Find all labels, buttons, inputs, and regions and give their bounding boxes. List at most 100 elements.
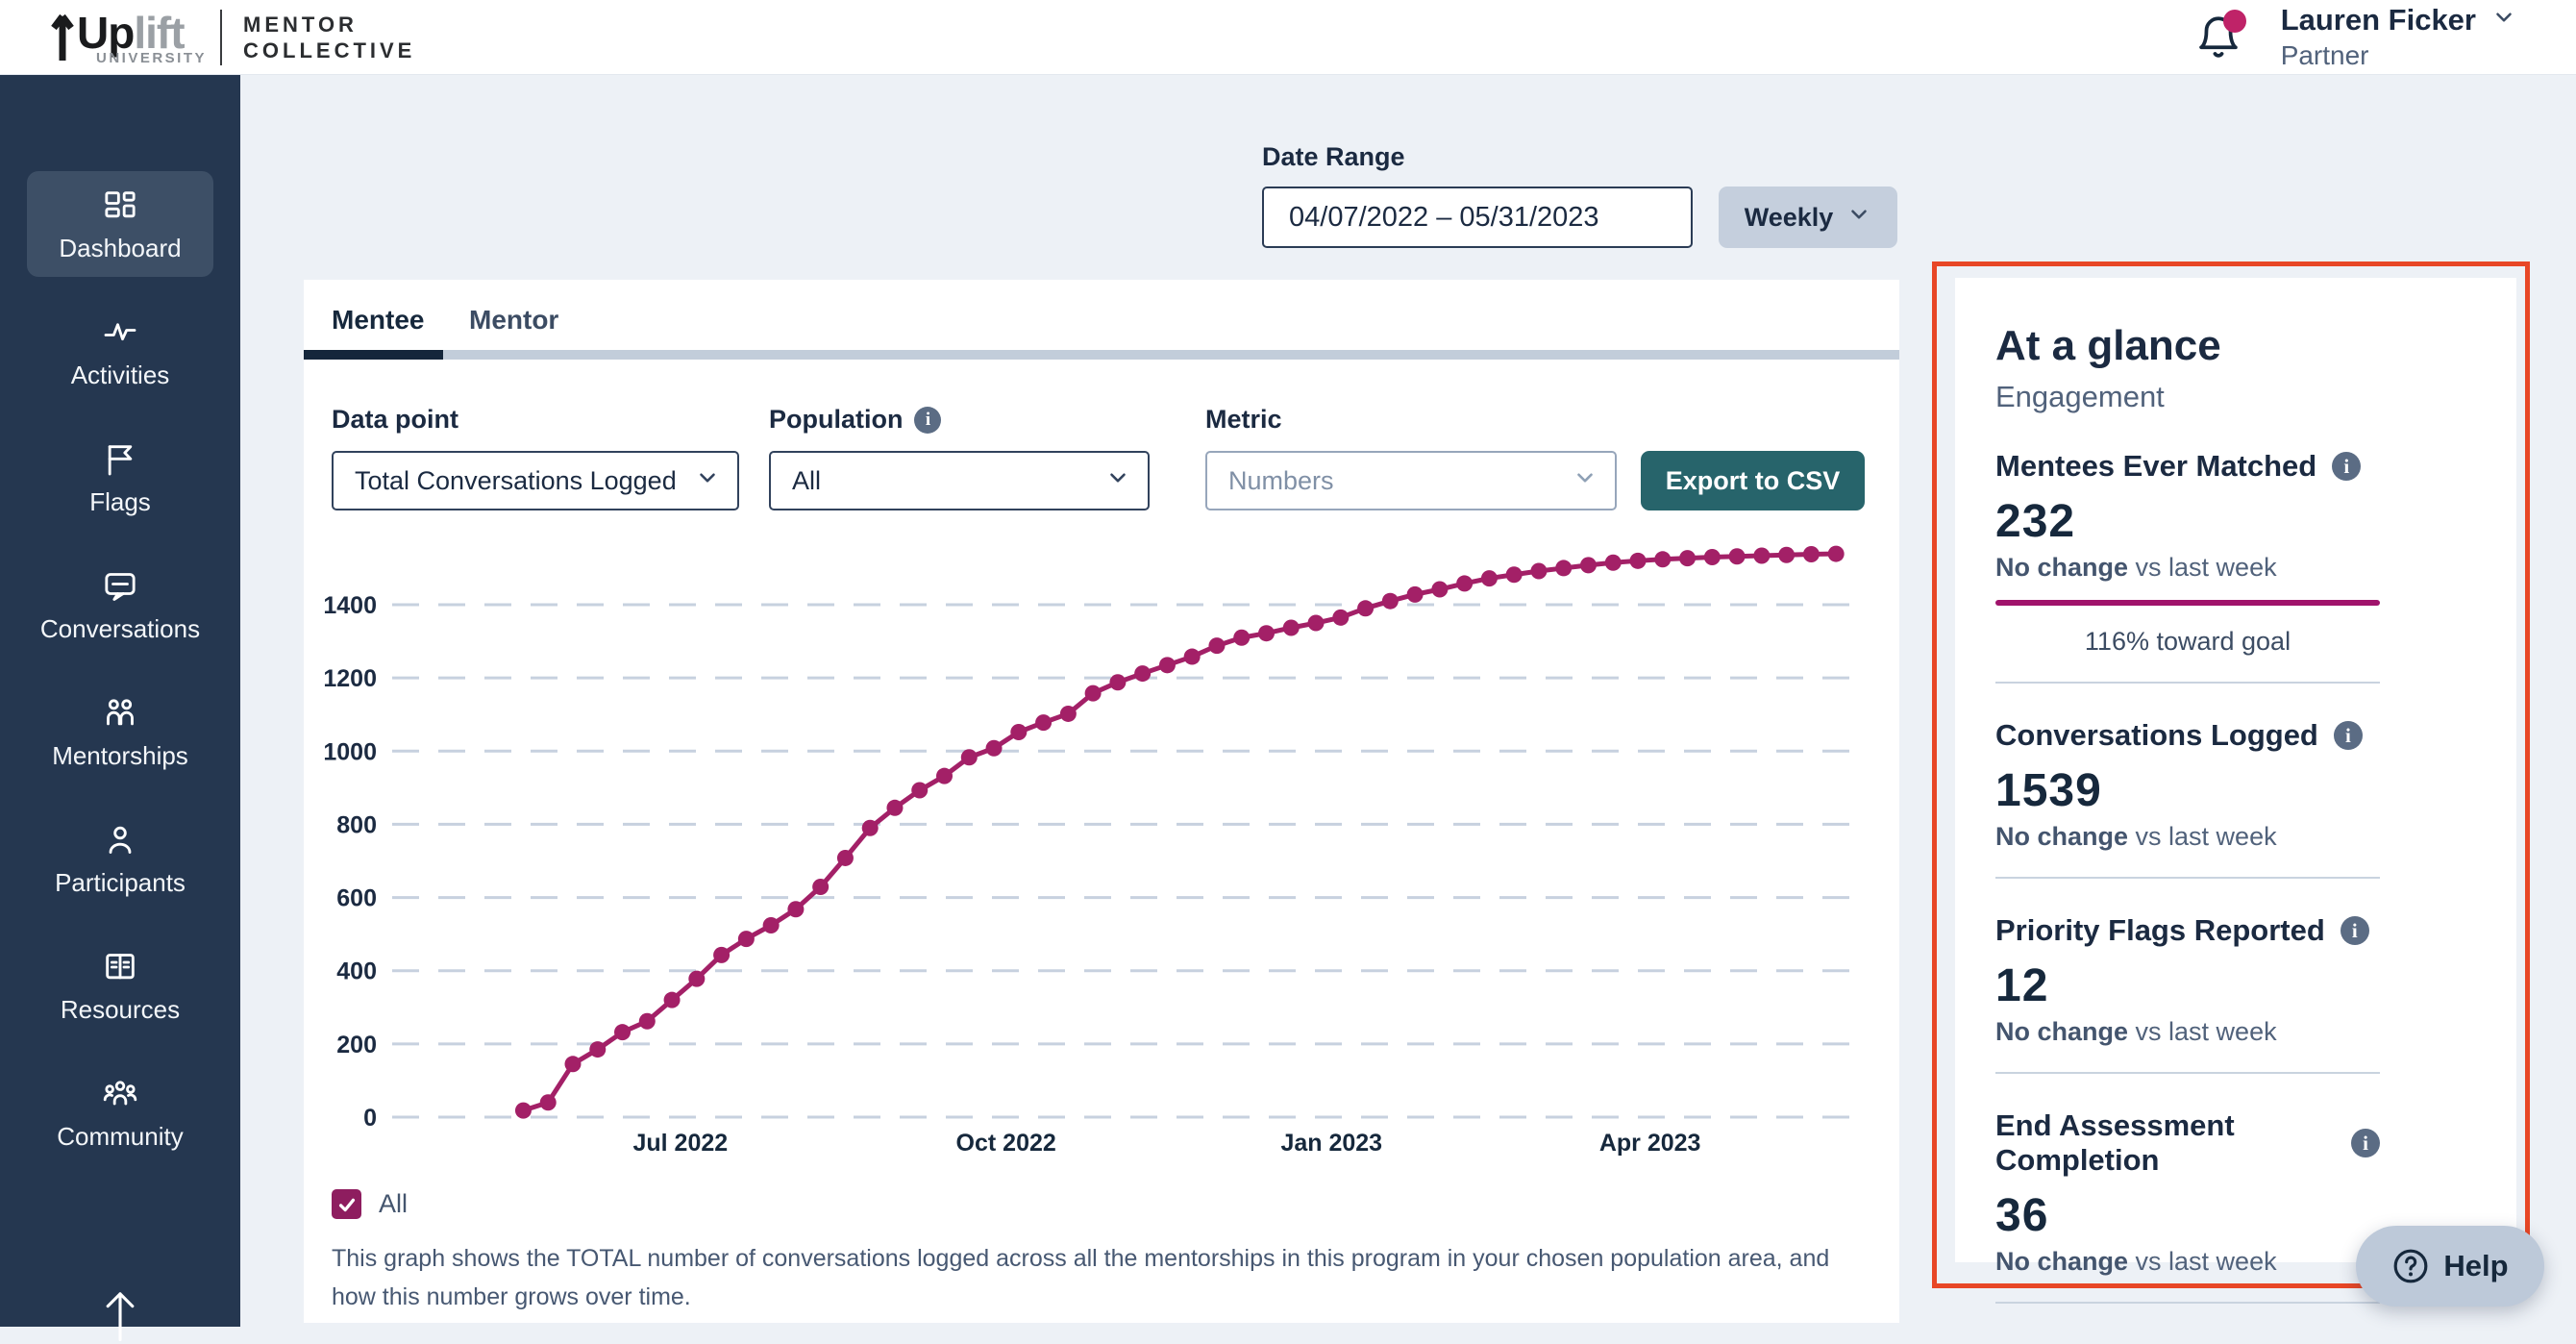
stat-value: 232 [1995, 496, 2076, 547]
stat-priority-flags: Priority Flags Reported i 12 No change v… [1995, 913, 2380, 1074]
logo: Uplift UNIVERSITY MENTOR COLLECTIVE [50, 5, 415, 69]
user-info[interactable]: Lauren Ficker Partner [2281, 3, 2516, 71]
stat-end-assessment: End Assessment Completion i 36 No change… [1995, 1108, 2380, 1304]
open-book-icon [101, 948, 139, 986]
brand-up: Up [77, 8, 135, 58]
notifications-button[interactable] [2194, 10, 2246, 62]
sidebar-item-label: Dashboard [59, 234, 182, 262]
sidebar-nav: Dashboard Activities Flags Conversations… [0, 75, 240, 1342]
flag-icon [101, 440, 139, 479]
svg-text:Oct 2022: Oct 2022 [956, 1130, 1056, 1157]
divider [1995, 877, 2380, 879]
date-range-input[interactable]: 04/07/2022 – 05/31/2023 [1262, 187, 1693, 248]
date-range-label: Date Range [1262, 142, 1405, 171]
population-value: All [792, 465, 822, 495]
uplift-logo: Uplift UNIVERSITY [50, 5, 207, 69]
check-icon [338, 1198, 355, 1211]
interval-value: Weekly [1744, 202, 1834, 232]
svg-text:1000: 1000 [323, 738, 377, 765]
two-people-icon [101, 694, 139, 733]
data-point-value: Total Conversations Logged [355, 465, 677, 495]
svg-text:0: 0 [363, 1105, 377, 1132]
sidebar-item-label: Community [57, 1122, 184, 1151]
stat-conversations-logged: Conversations Logged i 1539 No change vs… [1995, 718, 2380, 879]
svg-text:400: 400 [336, 958, 377, 985]
divider [1995, 682, 2380, 684]
org-line1: MENTOR [243, 12, 358, 37]
info-icon[interactable]: i [914, 406, 942, 434]
goal-text: 116% toward goal [2084, 627, 2291, 656]
info-icon[interactable]: i [2332, 452, 2362, 481]
sidebar-item-label: Participants [55, 868, 186, 897]
sidebar-scroll-up[interactable] [0, 1282, 240, 1344]
goal-progress-bar [1995, 600, 2380, 606]
stat-label: End Assessment Completion [1995, 1108, 2235, 1177]
stat-change: No change vs last week [1995, 553, 2277, 582]
svg-text:600: 600 [336, 885, 377, 912]
divider [1995, 1072, 2380, 1074]
svg-text:Jul 2022: Jul 2022 [632, 1130, 728, 1157]
stat-mentees-ever-matched: Mentees Ever Matched i 232 No change vs … [1995, 449, 2380, 684]
svg-text:800: 800 [336, 811, 377, 838]
data-point-select[interactable]: Total Conversations Logged [332, 451, 739, 510]
sidebar-item-activities[interactable]: Activities [27, 298, 213, 404]
user-area: Lauren Ficker Partner [2194, 3, 2516, 71]
sidebar-item-dashboard[interactable]: Dashboard [27, 171, 213, 277]
all-checkbox[interactable] [332, 1189, 361, 1219]
info-icon[interactable]: i [2333, 721, 2363, 750]
speech-bubble-icon [101, 567, 139, 606]
stat-label: Conversations Logged [1995, 718, 2318, 752]
tab-mentee[interactable]: Mentee [332, 305, 425, 335]
dashboard-icon [101, 187, 139, 225]
sidebar-item-community[interactable]: Community [27, 1059, 213, 1165]
org-name: MENTOR COLLECTIVE [243, 12, 415, 63]
brand-lift: lift [134, 8, 185, 58]
chevron-down-icon [1105, 465, 1130, 497]
interval-dropdown[interactable]: Weekly [1719, 187, 1897, 248]
series-toggle-row: All [332, 1189, 408, 1219]
stat-value: 12 [1995, 960, 2049, 1011]
logo-divider [220, 9, 223, 65]
sidebar-item-flags[interactable]: Flags [27, 425, 213, 531]
help-label: Help [2443, 1249, 2509, 1282]
metric-select[interactable]: Numbers [1205, 451, 1617, 510]
top-bar: Uplift UNIVERSITY MENTOR COLLECTIVE Laur… [0, 0, 2576, 75]
conversations-line-chart: 0 200 400 600 800 1000 1200 1400 Jul 2022 Oct 202… [323, 545, 1860, 1157]
info-icon[interactable]: i [2340, 916, 2369, 945]
metric-value: Numbers [1228, 465, 1334, 495]
sidebar-item-label: Mentorships [52, 741, 188, 770]
user-name: Lauren Ficker [2280, 3, 2476, 37]
sidebar-item-participants[interactable]: Participants [27, 806, 213, 911]
panel-title: At a glance [1995, 322, 2221, 369]
help-button[interactable]: Help [2356, 1226, 2544, 1307]
export-csv-button[interactable]: Export to CSV [1641, 451, 1865, 510]
population-label: Population i [769, 405, 942, 435]
at-a-glance-panel: At a glance Engagement Mentees Ever Matc… [1955, 278, 2516, 1304]
info-icon[interactable]: i [2351, 1129, 2380, 1157]
divider [1995, 1302, 2380, 1304]
brand-sub: UNIVERSITY [96, 50, 208, 66]
sidebar-item-label: Activities [70, 361, 170, 389]
svg-text:1200: 1200 [323, 665, 377, 692]
sidebar-item-mentorships[interactable]: Mentorships [27, 679, 213, 784]
people-group-icon [101, 1075, 139, 1113]
person-icon [101, 821, 139, 859]
stat-change: No change vs last week [1995, 822, 2277, 851]
sidebar-item-conversations[interactable]: Conversations [27, 552, 213, 658]
tab-mentor[interactable]: Mentor [469, 305, 559, 335]
population-select[interactable]: All [769, 451, 1150, 510]
chevron-down-icon [1846, 202, 1871, 234]
sidebar-item-label: Flags [89, 487, 151, 516]
sidebar-item-resources[interactable]: Resources [27, 933, 213, 1038]
stat-change: No change vs last week [1995, 1247, 2277, 1276]
all-checkbox-label: All [379, 1189, 409, 1218]
metric-label: Metric [1205, 405, 1282, 434]
sidebar-item-label: Resources [60, 995, 181, 1024]
user-role: Partner [2280, 39, 2369, 70]
user-menu-chevron-down-icon[interactable] [2491, 5, 2516, 35]
stat-label: Mentees Ever Matched [1995, 449, 2317, 483]
stat-change: No change vs last week [1995, 1017, 2277, 1046]
stat-label: Priority Flags Reported [1995, 913, 2325, 947]
chart-description: This graph shows the TOTAL number of con… [332, 1245, 1830, 1310]
stat-value: 1539 [1995, 765, 2102, 816]
